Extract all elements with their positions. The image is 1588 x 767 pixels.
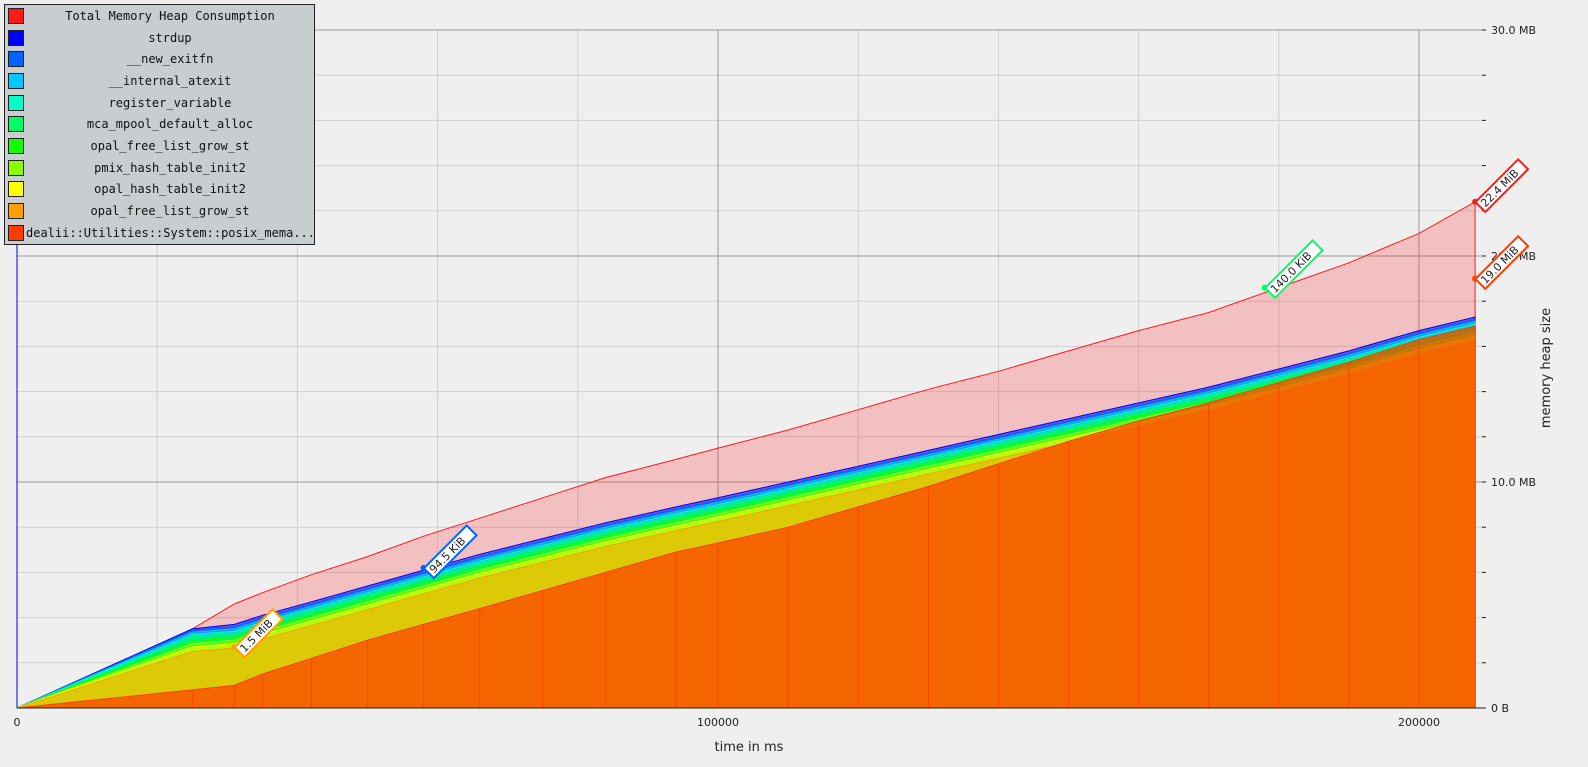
legend-label: mca_mpool_default_alloc <box>86 117 254 132</box>
legend-swatch <box>8 51 24 68</box>
legend-swatch <box>8 203 24 220</box>
legend-swatch <box>8 137 24 154</box>
legend-entry: strdup <box>5 27 314 49</box>
y-tick-label: 30.0 MB <box>1491 24 1536 37</box>
legend-swatch <box>8 224 24 241</box>
legend-label: opal_hash_table_init2 <box>94 182 246 197</box>
legend-swatch <box>8 159 24 176</box>
legend-swatch <box>8 181 24 198</box>
legend: Total Memory Heap Consumption strdup __new… <box>4 4 315 245</box>
legend-label: __internal_atexit <box>108 73 232 88</box>
legend-entry: opal_free_list_grow_st <box>5 200 314 222</box>
legend-swatch <box>8 72 24 89</box>
annotation-box <box>422 524 478 580</box>
legend-swatch <box>8 94 24 111</box>
legend-entry: register_variable <box>5 92 314 114</box>
y-tick-label: 10.0 MB <box>1491 476 1536 489</box>
annotation-label-0: 22.4 MiB <box>1474 157 1530 214</box>
legend-entry: __internal_atexit <box>5 70 314 92</box>
annotation-box <box>1474 234 1530 291</box>
y-tick-label: 0 B <box>1491 702 1509 715</box>
x-axis-title: time in ms <box>715 740 784 755</box>
legend-label: pmix_hash_table_init2 <box>94 160 246 175</box>
series-areas <box>16 200 1476 709</box>
legend-entry: Total Memory Heap Consumption <box>5 5 314 27</box>
x-tick-label: 200000 <box>1398 716 1440 729</box>
annotation-text: 22.4 MiB <box>1478 167 1521 210</box>
annotation-box <box>1474 157 1530 214</box>
y-axis-title: memory heap size <box>1539 308 1554 428</box>
legend-swatch <box>8 116 24 133</box>
legend-label: opal_free_list_grow_st <box>90 138 250 153</box>
x-tick-label: 0 <box>14 716 21 729</box>
legend-entry: mca_mpool_default_alloc <box>5 113 314 135</box>
legend-label: opal_free_list_grow_st <box>90 204 250 219</box>
legend-entry: __new_exitfn <box>5 48 314 70</box>
legend-label: register_variable <box>108 95 232 110</box>
legend-swatch <box>8 7 24 24</box>
legend-label: Total Memory Heap Consumption <box>65 8 275 23</box>
annotation-box <box>233 608 284 659</box>
legend-swatch <box>8 29 24 46</box>
legend-label: strdup <box>148 30 192 45</box>
legend-entry: opal_hash_table_init2 <box>5 179 314 201</box>
annotation-box <box>1263 239 1324 300</box>
legend-entry: dealii::Utilities::System::posix_mema... <box>5 222 314 244</box>
legend-label: __new_exitfn <box>126 52 214 67</box>
legend-label: dealii::Utilities::System::posix_mema... <box>26 225 314 240</box>
legend-entry: pmix_hash_table_init2 <box>5 157 314 179</box>
x-tick-label: 100000 <box>697 716 739 729</box>
legend-entry: opal_free_list_grow_st <box>5 135 314 157</box>
